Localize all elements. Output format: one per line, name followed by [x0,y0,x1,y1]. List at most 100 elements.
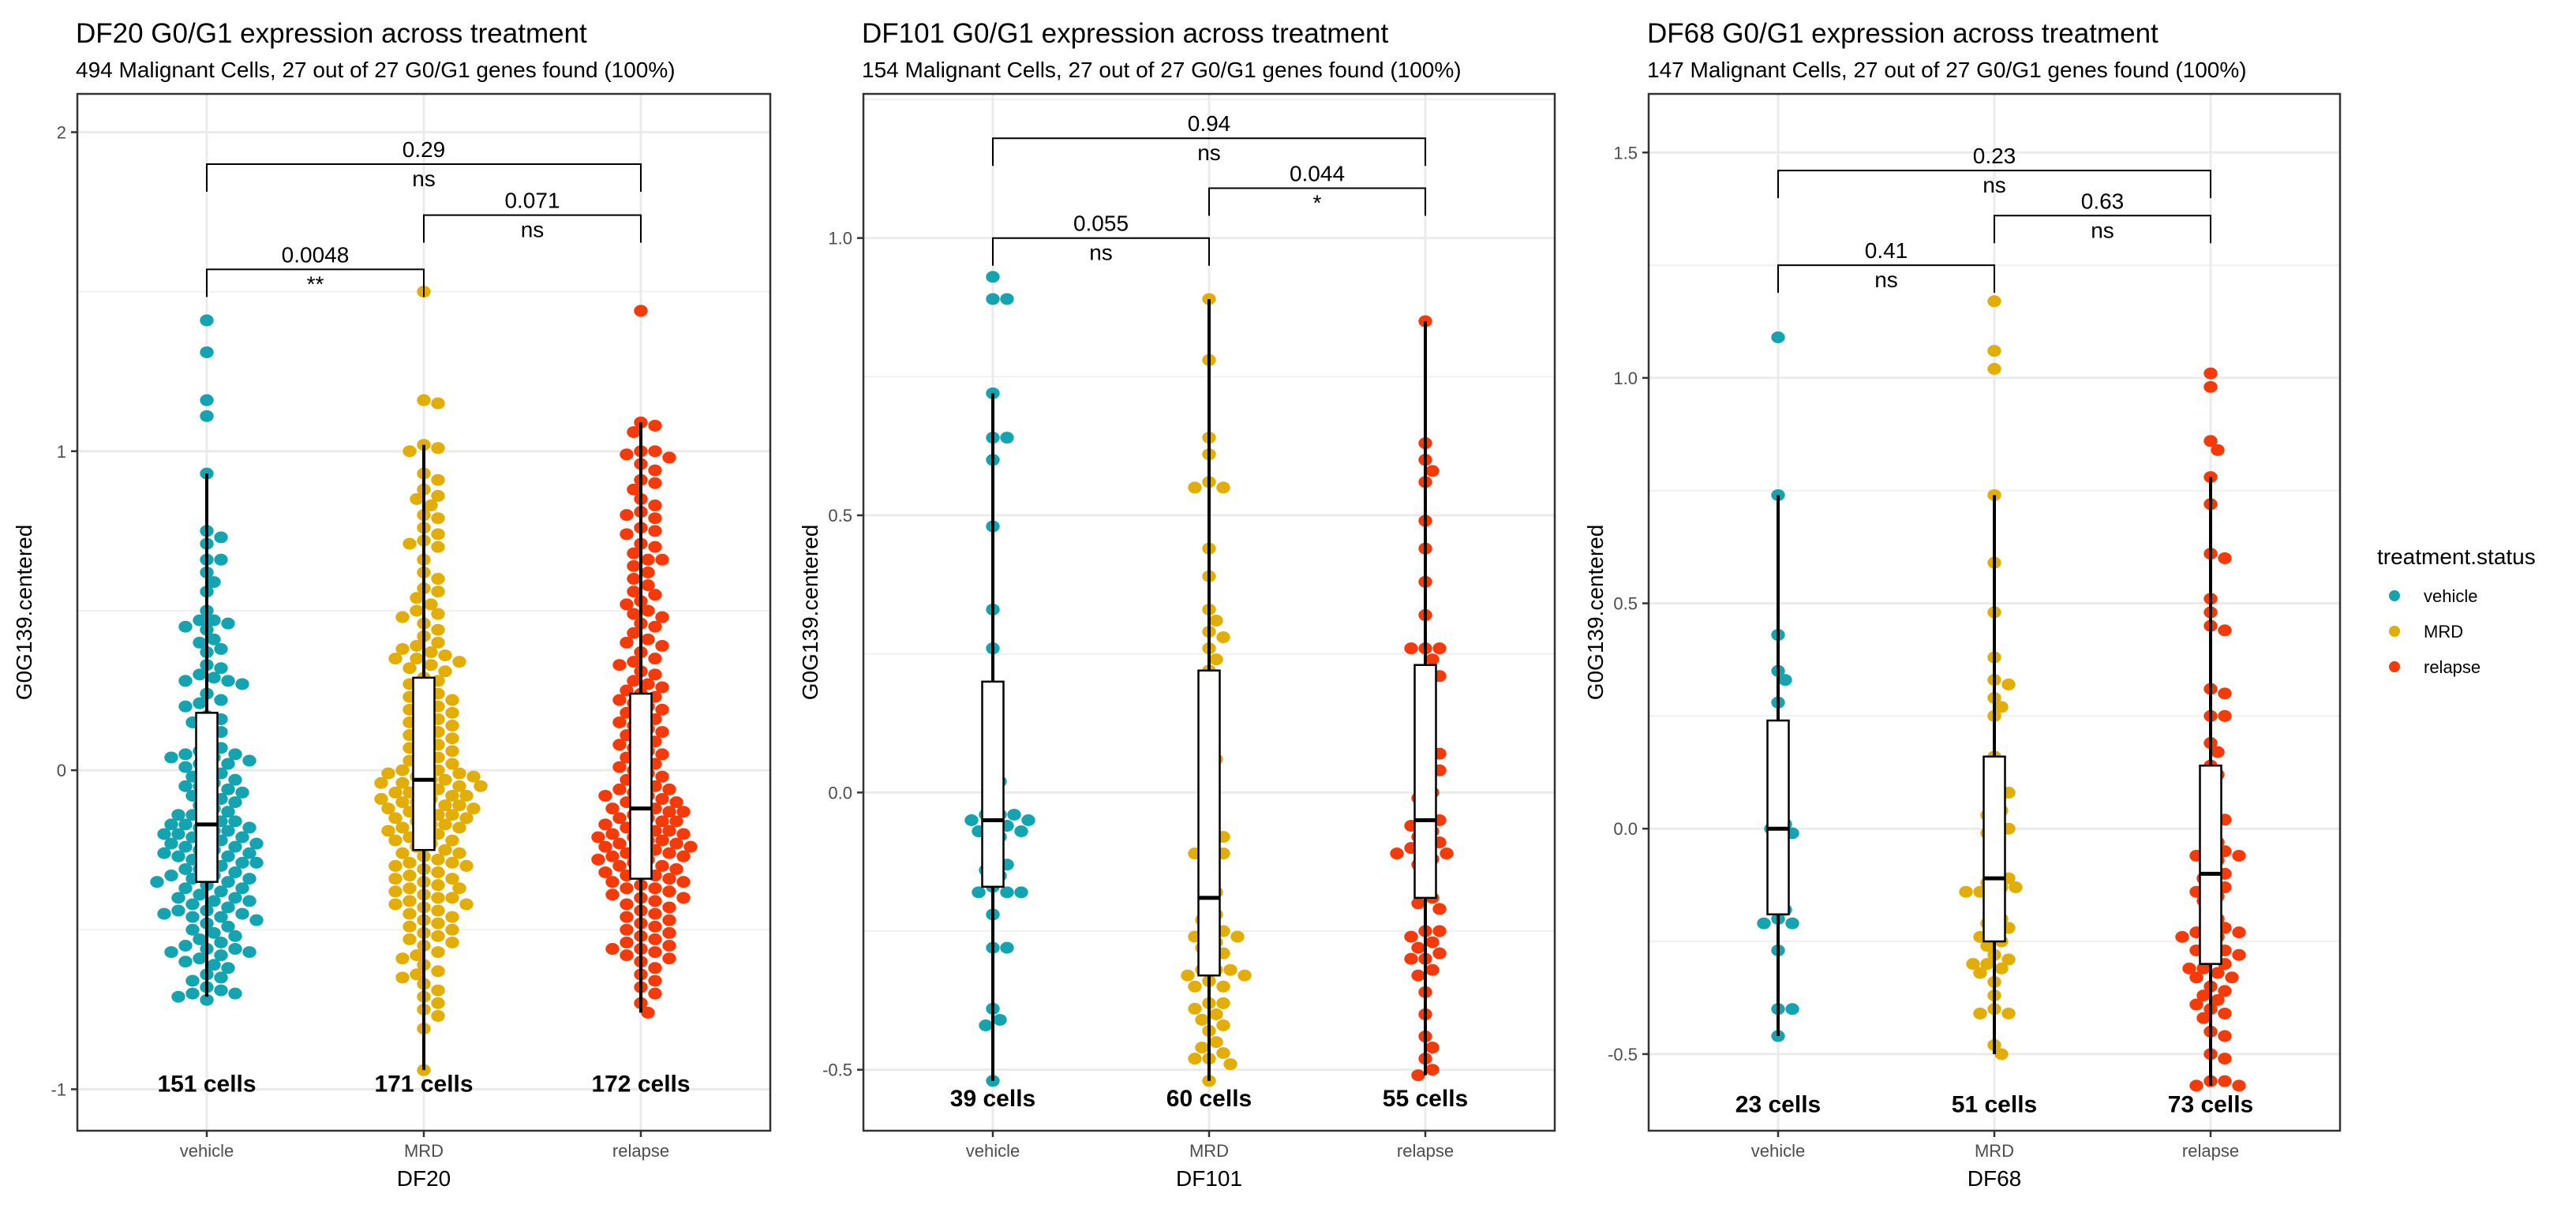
data-point [648,419,662,432]
data-point [185,987,200,1000]
panel-border [862,92,1556,1132]
data-point [655,834,669,847]
data-point [438,844,452,856]
data-point [445,706,459,719]
significance-bracket: 0.63 ns [1994,189,2211,244]
data-point [2218,1007,2232,1019]
data-point [1216,481,1230,494]
data-point [221,876,235,888]
data-point [662,952,676,965]
data-point [986,271,1000,283]
data-point [402,907,417,920]
data-point [185,923,200,936]
data-point [221,850,235,862]
data-point [381,825,395,837]
data-point [676,892,691,904]
data-point [410,949,424,962]
data-point [402,662,417,675]
data-point [388,885,402,898]
data-point [438,649,452,662]
cell-count-label: 39 cells [950,1086,1035,1112]
data-point [171,904,185,917]
data-point [1223,1058,1237,1071]
data-point [648,541,662,553]
data-point [655,770,669,783]
data-point [612,659,627,671]
data-point [648,962,662,974]
significance-bracket: 0.29 ns [206,137,642,192]
legend-key-vehicle [2389,590,2400,601]
data-point [235,882,249,895]
data-point [1994,1048,2009,1060]
data-point [235,678,249,690]
data-point [2001,953,2016,966]
boxplot-mrd [412,444,436,1071]
data-point [445,892,459,904]
data-point [214,642,228,655]
cell-count-label: 55 cells [1383,1086,1468,1112]
data-point [986,293,1000,305]
data-point [1411,1069,1425,1082]
data-point [178,940,193,952]
x-tick-label: vehicle [180,1141,234,1161]
data-point [445,936,459,948]
data-point [193,933,207,945]
data-point [1404,952,1418,965]
data-point [655,815,669,828]
data-point [242,847,256,859]
p-value-label: 0.41 [1865,238,1908,263]
data-point [648,933,662,945]
data-point [178,748,193,761]
data-point [221,806,235,818]
legend-key-mrd [2389,626,2400,637]
data-point [972,886,986,899]
data-point [2189,1079,2203,1092]
data-point [445,789,459,802]
data-point [438,818,452,831]
data-point [200,410,214,422]
data-point [242,895,256,907]
data-point [648,653,662,665]
data-point [605,850,620,862]
data-point [662,847,676,859]
x-tick-label: relapse [1397,1141,1454,1161]
data-point [388,898,402,911]
data-point [235,786,249,799]
y-tick-label: 0.5 [1613,594,1638,614]
data-point [150,876,164,888]
data-point [620,936,634,948]
x-tick-label: relapse [612,1141,669,1161]
data-point [431,636,445,649]
data-point [1785,1003,1799,1016]
significance-label: ns [1089,241,1113,265]
data-point [662,825,676,837]
data-point [178,675,193,687]
data-point [2211,746,2225,758]
data-point [2196,962,2211,974]
data-point [157,847,171,859]
data-point [424,659,438,671]
data-point [641,1006,655,1019]
data-point [648,477,662,489]
data-point [193,888,207,901]
data-point [2009,881,2023,893]
p-value-label: 0.044 [1290,161,1345,185]
bracket-line [1777,264,1995,294]
y-tick-label: 0 [57,761,66,780]
data-point [402,882,417,895]
data-point [1425,653,1440,666]
data-point [445,923,459,936]
data-point [1000,293,1014,305]
data-point [641,633,655,645]
y-tick-label: 0.0 [1613,819,1638,839]
box [2199,764,2222,965]
data-point [1209,1008,1223,1020]
data-point [221,617,235,630]
data-point [178,818,193,831]
significance-label: ns [1874,267,1898,292]
data-point [605,802,620,815]
data-point [648,668,662,681]
data-point [417,394,431,406]
data-point [1778,674,1792,686]
